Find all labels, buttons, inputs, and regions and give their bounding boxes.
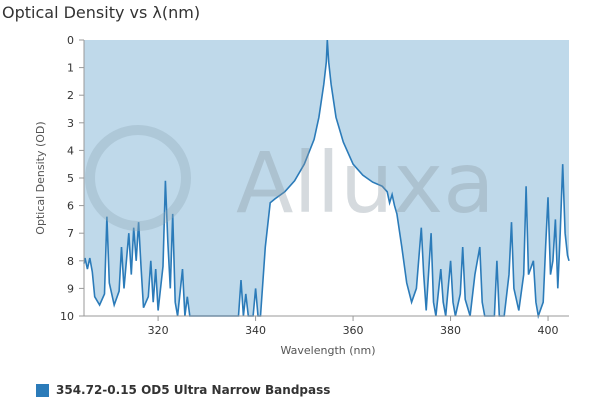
y-tick-label: 3 — [67, 117, 74, 130]
y-tick-label: 6 — [67, 200, 74, 213]
y-tick-label: 4 — [67, 144, 74, 157]
y-tick-label: 10 — [60, 310, 74, 323]
y-tick-label: 2 — [67, 89, 74, 102]
y-tick-label: 8 — [67, 255, 74, 268]
line — [83, 39, 570, 320]
y-tick-label: 5 — [67, 172, 74, 185]
x-tick-label: 340 — [245, 324, 266, 337]
y-tick-label: 9 — [67, 282, 74, 295]
legend-label: 354.72-0.15 OD5 Ultra Narrow Bandpass — [56, 383, 330, 397]
x-axis-label: Wavelength (nm) — [280, 344, 375, 357]
legend-swatch — [36, 384, 49, 397]
x-tick-label: 320 — [148, 324, 169, 337]
watermark-text: Alluxa — [236, 134, 495, 232]
plot-area — [83, 39, 570, 320]
watermark-logo — [85, 125, 191, 231]
area — [84, 40, 569, 316]
watermark: Alluxa — [85, 125, 495, 232]
chart-title: Optical Density vs λ(nm) — [2, 3, 200, 22]
y-tick-label: 1 — [67, 62, 74, 75]
x-tick-label: 360 — [343, 324, 364, 337]
y-tick-label: 0 — [67, 34, 74, 47]
y-axis-label: Optical Density (OD) — [34, 121, 47, 234]
y-tick-label: 7 — [67, 227, 74, 240]
x-tick-label: 400 — [538, 324, 559, 337]
x-tick-label: 380 — [440, 324, 461, 337]
